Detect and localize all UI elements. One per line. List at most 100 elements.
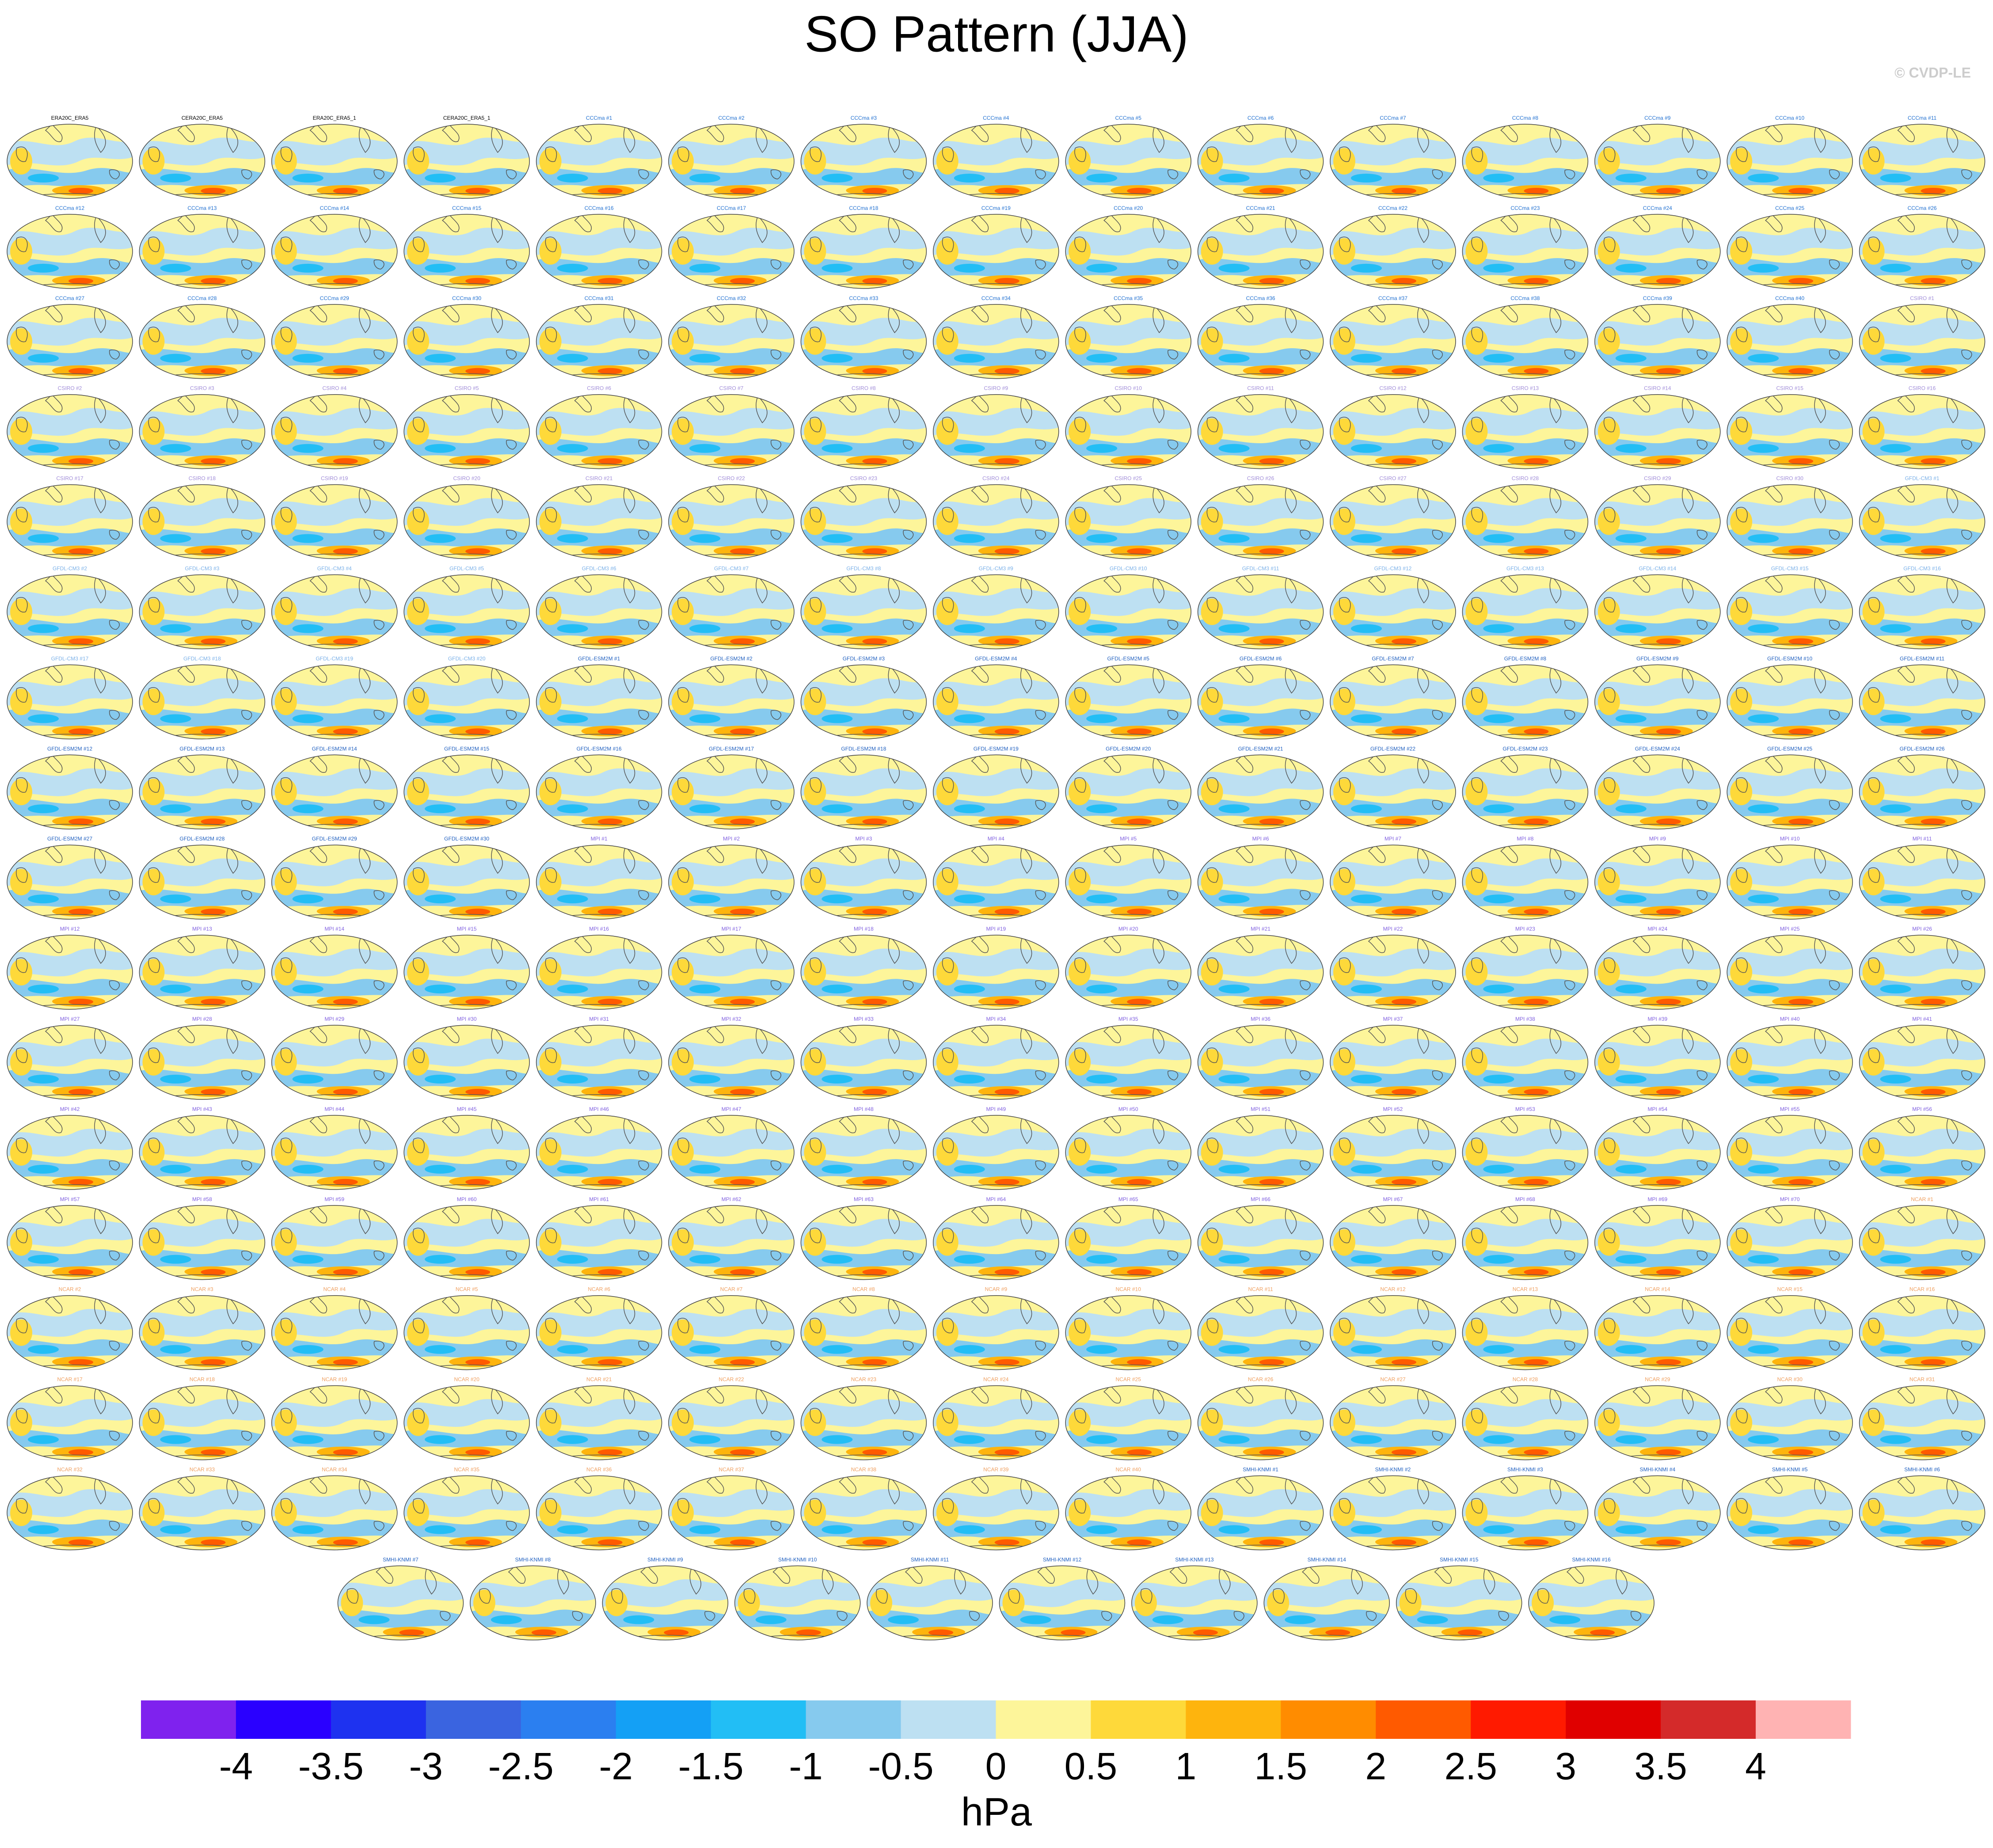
map xyxy=(536,213,663,289)
map xyxy=(1329,1205,1457,1281)
map-panel: GFDL-CM3 #20 xyxy=(403,655,530,740)
map-panel: NCAR #24 xyxy=(932,1376,1060,1461)
map-panel: GFDL-CM3 #10 xyxy=(1065,566,1192,650)
map xyxy=(271,484,398,560)
panel-title: MPI #55 xyxy=(1780,1106,1800,1112)
panel-title: MPI #7 xyxy=(1384,836,1401,842)
map xyxy=(932,1295,1060,1371)
panel-title: NCAR #38 xyxy=(851,1467,877,1473)
map-panel: NCAR #33 xyxy=(138,1467,266,1551)
map-panel: CCCma #22 xyxy=(1329,205,1457,289)
map xyxy=(403,394,530,470)
map xyxy=(1726,1114,1853,1190)
panel-title: GFDL-CM3 #8 xyxy=(846,566,881,572)
map xyxy=(403,1475,530,1551)
panel-title: MPI #16 xyxy=(589,926,609,932)
map-panel: NCAR #16 xyxy=(1859,1286,1986,1371)
map xyxy=(1329,844,1457,920)
map xyxy=(668,123,795,199)
map xyxy=(271,574,398,650)
panel-title: MPI #8 xyxy=(1517,836,1533,842)
colorbar-tick-label: -2 xyxy=(599,1745,632,1788)
panel-title: NCAR #28 xyxy=(1513,1376,1538,1383)
panel-title: SMHI-KNMI #7 xyxy=(383,1556,418,1563)
map-panel: CSIRO #5 xyxy=(403,385,530,470)
panel-title: CSIRO #9 xyxy=(984,385,1008,392)
map xyxy=(668,1295,795,1371)
map xyxy=(1461,844,1589,920)
map-panel: SMHI-KNMI #3 xyxy=(1461,1467,1589,1551)
map xyxy=(1329,934,1457,1010)
map xyxy=(800,304,927,380)
map xyxy=(668,213,795,289)
map xyxy=(1859,304,1986,380)
map-panel: NCAR #9 xyxy=(932,1286,1060,1371)
panel-title: MPI #27 xyxy=(60,1016,80,1022)
panel-title: GFDL-ESM2M #11 xyxy=(1900,655,1944,662)
map xyxy=(403,213,530,289)
panel-title: CCCma #12 xyxy=(55,205,84,211)
map xyxy=(271,1024,398,1100)
map-panel: MPI #34 xyxy=(932,1016,1060,1100)
map xyxy=(800,1475,927,1551)
map-panel: GFDL-ESM2M #24 xyxy=(1594,745,1721,830)
map xyxy=(403,574,530,650)
map-panel: NCAR #3 xyxy=(138,1286,266,1371)
panel-title: CSIRO #25 xyxy=(1115,475,1142,482)
map xyxy=(536,304,663,380)
map xyxy=(1329,754,1457,830)
color-swatch xyxy=(1566,1700,1661,1739)
panel-title: MPI #9 xyxy=(1649,836,1666,842)
map-panel: CERA20C_ERA5 xyxy=(138,115,266,199)
map xyxy=(1197,1385,1324,1461)
map xyxy=(800,1024,927,1100)
panel-title: NCAR #5 xyxy=(456,1286,478,1293)
panel-title: MPI #20 xyxy=(1118,926,1138,932)
panel-title: MPI #67 xyxy=(1383,1196,1403,1202)
map xyxy=(734,1565,861,1641)
map-panel: SMHI-KNMI #13 xyxy=(1131,1556,1258,1641)
map xyxy=(1859,1024,1986,1100)
map xyxy=(932,304,1060,380)
panel-title: GFDL-ESM2M #24 xyxy=(1635,745,1680,752)
map-panel: MPI #67 xyxy=(1329,1196,1457,1281)
map xyxy=(800,1385,927,1461)
map xyxy=(1859,1114,1986,1190)
panel-title: CCCma #39 xyxy=(1643,295,1672,301)
map xyxy=(1065,934,1192,1010)
map-panel: NCAR #18 xyxy=(138,1376,266,1461)
panel-title: CSIRO #4 xyxy=(322,385,346,392)
map-panel: CCCma #12 xyxy=(6,205,133,289)
panel-title: NCAR #25 xyxy=(1116,1376,1141,1383)
panel-title: CCCma #11 xyxy=(1908,115,1936,121)
panel-title: GFDL-ESM2M #27 xyxy=(47,836,92,842)
panel-title: NCAR #18 xyxy=(190,1376,215,1383)
map-panel: CSIRO #30 xyxy=(1726,475,1853,560)
map xyxy=(1396,1565,1523,1641)
map-panel: MPI #70 xyxy=(1726,1196,1853,1281)
map xyxy=(271,1475,398,1551)
map xyxy=(668,484,795,560)
panel-title: GFDL-ESM2M #25 xyxy=(1767,745,1812,752)
map-panel: CSIRO #11 xyxy=(1197,385,1324,470)
panel-title: CCCma #36 xyxy=(1246,295,1275,301)
map xyxy=(536,1385,663,1461)
map xyxy=(1065,123,1192,199)
map-panel: GFDL-CM3 #8 xyxy=(800,566,927,650)
map xyxy=(1263,1565,1390,1641)
map-panel: GFDL-CM3 #2 xyxy=(6,566,133,650)
map-panel: NCAR #27 xyxy=(1329,1376,1457,1461)
map xyxy=(1197,754,1324,830)
map xyxy=(1726,934,1853,1010)
map-panel: GFDL-ESM2M #15 xyxy=(403,745,530,830)
map-panel: MPI #4 xyxy=(932,836,1060,920)
map xyxy=(403,934,530,1010)
map xyxy=(1859,574,1986,650)
panel-title: CSIRO #11 xyxy=(1247,385,1274,392)
map-panel: GFDL-ESM2M #29 xyxy=(271,836,398,920)
panel-title: NCAR #16 xyxy=(1909,1286,1935,1293)
map-panel: MPI #48 xyxy=(800,1106,927,1190)
map-panel: MPI #57 xyxy=(6,1196,133,1281)
map xyxy=(403,754,530,830)
map-panel: GFDL-CM3 #6 xyxy=(536,566,663,650)
